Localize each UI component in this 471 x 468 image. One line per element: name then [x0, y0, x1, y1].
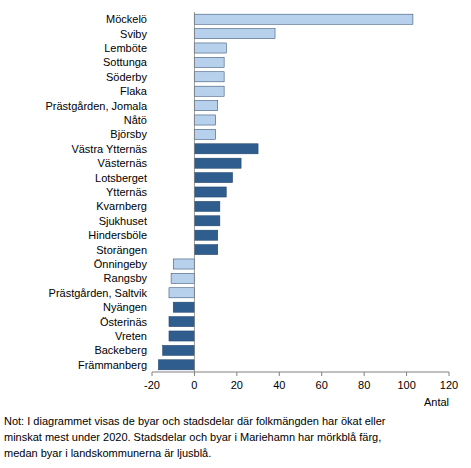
category-label: Lemböte — [104, 42, 147, 54]
x-tick — [364, 372, 365, 376]
category-label: Nåtö — [124, 114, 147, 126]
x-tick-label: 80 — [358, 379, 370, 391]
category-label: Söderby — [106, 71, 147, 83]
x-axis-label: Antal — [424, 396, 449, 408]
x-tick-label: 120 — [440, 379, 458, 391]
category-label: Främmanberg — [78, 359, 147, 371]
bar — [194, 86, 224, 96]
x-tick — [321, 372, 322, 376]
bar — [194, 101, 217, 111]
category-label: Västernäs — [97, 157, 147, 169]
note: minskat mest under 2020. Stadsdelar och … — [4, 431, 381, 443]
category-label: Önningeby — [94, 258, 148, 270]
x-tick-label: 100 — [397, 379, 415, 391]
bar — [194, 72, 224, 82]
bar — [194, 57, 224, 67]
x-tick-label: 20 — [231, 379, 243, 391]
bar — [173, 259, 194, 269]
x-tick — [406, 372, 407, 376]
category-label: Ytternäs — [106, 186, 147, 198]
category-label: Lotsberget — [95, 172, 147, 184]
bar — [194, 115, 215, 125]
bar — [194, 230, 217, 240]
x-tick-label: 0 — [191, 379, 197, 391]
chart: -20 0 20 40 60 80 100 120 Möckelö Sviby Lemböte Sot… — [0, 0, 471, 468]
bar — [194, 201, 219, 211]
category-label: Prästgården, Jomala — [46, 100, 148, 112]
category-label: Vreten — [115, 330, 147, 342]
note: Not: I diagrammet visas de byar och stad… — [4, 415, 386, 427]
category-label: Österinäs — [100, 316, 148, 328]
bar — [169, 317, 194, 327]
bar — [171, 273, 194, 283]
bar — [158, 360, 194, 370]
bar — [173, 302, 194, 312]
x-tick — [236, 372, 237, 376]
bar — [194, 216, 219, 226]
x-tick — [194, 372, 195, 376]
category-label: Flaka — [120, 85, 148, 97]
category-label: Sviby — [120, 28, 147, 40]
category-label: Västra Ytternäs — [71, 143, 147, 155]
bar — [194, 129, 215, 139]
x-tick-label: 60 — [316, 379, 328, 391]
category-label: Prästgården, Saltvik — [49, 287, 148, 299]
category-label: Kvarnberg — [96, 200, 147, 212]
category-label: Nyängen — [103, 301, 147, 313]
x-tick-label: 40 — [273, 379, 285, 391]
category-label: Hindersböle — [88, 229, 147, 241]
x-tick — [279, 372, 280, 376]
bar — [194, 29, 275, 39]
category-label: Björsby — [110, 128, 147, 140]
category-label: Backeberg — [94, 344, 147, 356]
bar — [194, 14, 413, 24]
x-tick — [152, 372, 153, 376]
note: medan byar i landskommunerna är ljusblå. — [4, 447, 211, 459]
bar — [169, 331, 194, 341]
category-label: Sottunga — [103, 56, 148, 68]
bars — [158, 14, 413, 370]
bar — [194, 144, 258, 154]
zero-line — [194, 12, 195, 372]
bar — [194, 245, 217, 255]
category-label: Möckelö — [106, 13, 147, 25]
x-axis — [152, 372, 449, 373]
bar — [163, 345, 195, 355]
x-tick-label: -20 — [144, 379, 160, 391]
category-label: Rangsby — [104, 272, 148, 284]
x-tick — [449, 372, 450, 376]
bar — [194, 158, 241, 168]
category-label: Storängen — [96, 244, 147, 256]
bar — [194, 173, 232, 183]
bar — [194, 43, 226, 53]
bar — [169, 288, 194, 298]
category-label: Sjukhuset — [99, 215, 147, 227]
bar — [194, 187, 226, 197]
